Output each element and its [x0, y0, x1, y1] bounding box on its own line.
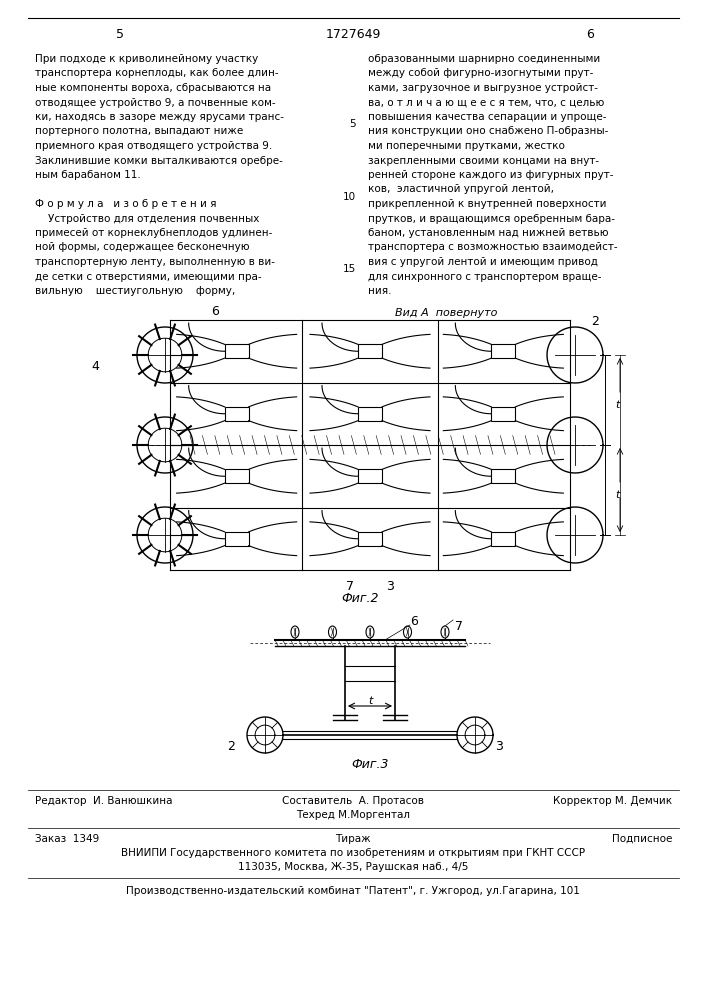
Text: t: t [368, 696, 372, 706]
Text: ным барабаном 11.: ным барабаном 11. [35, 170, 141, 180]
Text: де сетки с отверстиями, имеющими пра-: де сетки с отверстиями, имеющими пра- [35, 271, 262, 282]
Text: 113035, Москва, Ж-35, Раушская наб., 4/5: 113035, Москва, Ж-35, Раушская наб., 4/5 [238, 862, 468, 872]
Text: t: t [615, 400, 619, 410]
Text: 5: 5 [116, 28, 124, 41]
Text: ной формы, содержащее бесконечную: ной формы, содержащее бесконечную [35, 242, 250, 252]
Text: Составитель  А. Протасов: Составитель А. Протасов [282, 796, 424, 806]
Text: ков,  эластичной упругой лентой,: ков, эластичной упругой лентой, [368, 184, 554, 194]
Text: приемного края отводящего устройства 9.: приемного края отводящего устройства 9. [35, 141, 272, 151]
Text: Производственно-издательский комбинат "Патент", г. Ужгород, ул.Гагарина, 101: Производственно-издательский комбинат "П… [126, 886, 580, 896]
Text: прикрепленной к внутренней поверхности: прикрепленной к внутренней поверхности [368, 199, 607, 209]
Ellipse shape [404, 626, 411, 638]
Text: ва, о т л и ч а ю щ е е с я тем, что, с целью: ва, о т л и ч а ю щ е е с я тем, что, с … [368, 98, 604, 107]
Text: вильную    шестиугольную    форму,: вильную шестиугольную форму, [35, 286, 235, 296]
Text: Тираж: Тираж [335, 834, 370, 844]
Text: 3: 3 [495, 740, 503, 753]
Text: 1727649: 1727649 [325, 28, 380, 41]
Bar [491, 532, 515, 546]
Text: Заклинившие комки выталкиваются оребре-: Заклинившие комки выталкиваются оребре- [35, 155, 283, 165]
Text: Ф о р м у л а   и з о б р е т е н и я: Ф о р м у л а и з о б р е т е н и я [35, 199, 216, 209]
Bar [491, 407, 515, 421]
Text: для синхронного с транспортером враще-: для синхронного с транспортером враще- [368, 271, 602, 282]
Text: ные компоненты вороха, сбрасываются на: ные компоненты вороха, сбрасываются на [35, 83, 271, 93]
Text: 15: 15 [343, 264, 356, 274]
Text: Техред М.Моргентал: Техред М.Моргентал [296, 810, 410, 820]
Text: Фиг.3: Фиг.3 [351, 758, 389, 771]
Bar [491, 469, 515, 483]
Text: 2: 2 [227, 740, 235, 753]
Bar [225, 344, 249, 358]
Text: 6: 6 [211, 305, 219, 318]
Text: Подписное: Подписное [612, 834, 672, 844]
Bar [358, 407, 382, 421]
Bar [358, 344, 382, 358]
Text: 6: 6 [586, 28, 594, 41]
Text: ВНИИПИ Государственного комитета по изобретениям и открытиям при ГКНТ СССР: ВНИИПИ Государственного комитета по изоб… [121, 848, 585, 858]
Text: 7: 7 [455, 620, 463, 633]
Text: t: t [615, 490, 619, 500]
Text: баном, установленным над нижней ветвью: баном, установленным над нижней ветвью [368, 228, 609, 238]
Bar [358, 532, 382, 546]
Text: Редактор  И. Ванюшкина: Редактор И. Ванюшкина [35, 796, 173, 806]
Text: примесей от корнеклубнеплодов удлинен-: примесей от корнеклубнеплодов удлинен- [35, 228, 272, 238]
Text: 6: 6 [410, 615, 418, 628]
Text: транспортера с возможностью взаимодейст-: транспортера с возможностью взаимодейст- [368, 242, 618, 252]
Text: образованными шарнирно соединенными: образованными шарнирно соединенными [368, 54, 600, 64]
Text: 10: 10 [343, 192, 356, 202]
Text: ния.: ния. [368, 286, 392, 296]
Bar [225, 469, 249, 483]
Text: Фиг.2: Фиг.2 [341, 592, 379, 605]
Ellipse shape [441, 626, 449, 638]
Text: При подходе к криволинейному участку: При подходе к криволинейному участку [35, 54, 258, 64]
Text: закрепленными своими концами на внут-: закрепленными своими концами на внут- [368, 155, 599, 165]
Ellipse shape [366, 626, 374, 638]
Text: 3: 3 [386, 580, 394, 593]
Text: Вид А  повернуто: Вид А повернуто [395, 308, 498, 318]
Bar [491, 344, 515, 358]
Text: ренней стороне каждого из фигурных прут-: ренней стороне каждого из фигурных прут- [368, 170, 614, 180]
Text: 7: 7 [346, 580, 354, 593]
Text: Устройство для отделения почвенных: Устройство для отделения почвенных [35, 214, 259, 224]
Text: Заказ  1349: Заказ 1349 [35, 834, 99, 844]
Text: портерного полотна, выпадают ниже: портерного полотна, выпадают ниже [35, 126, 243, 136]
Text: ния конструкции оно снабжено П-образны-: ния конструкции оно снабжено П-образны- [368, 126, 609, 136]
Text: транспортерную ленту, выполненную в ви-: транспортерную ленту, выполненную в ви- [35, 257, 275, 267]
Ellipse shape [329, 626, 337, 638]
Bar [358, 469, 382, 483]
Bar [225, 532, 249, 546]
Text: повышения качества сепарации и упроще-: повышения качества сепарации и упроще- [368, 112, 607, 122]
Text: ками, загрузочное и выгрузное устройст-: ками, загрузочное и выгрузное устройст- [368, 83, 598, 93]
Text: отводящее устройство 9, а почвенные ком-: отводящее устройство 9, а почвенные ком- [35, 98, 276, 107]
Text: между собой фигурно-изогнутыми прут-: между собой фигурно-изогнутыми прут- [368, 68, 593, 79]
Bar [225, 407, 249, 421]
Ellipse shape [291, 626, 299, 638]
Text: вия с упругой лентой и имеющим привод: вия с упругой лентой и имеющим привод [368, 257, 598, 267]
Text: ки, находясь в зазоре между ярусами транс-: ки, находясь в зазоре между ярусами тран… [35, 112, 284, 122]
Text: 5: 5 [349, 119, 356, 129]
Text: Корректор М. Демчик: Корректор М. Демчик [553, 796, 672, 806]
Text: 4: 4 [91, 360, 99, 373]
Text: ми поперечными прутками, жестко: ми поперечными прутками, жестко [368, 141, 565, 151]
Text: прутков, и вращающимся оребренным бара-: прутков, и вращающимся оребренным бара- [368, 214, 615, 224]
Text: транспортера корнеплоды, как более длин-: транспортера корнеплоды, как более длин- [35, 68, 279, 79]
Text: 2: 2 [591, 315, 599, 328]
